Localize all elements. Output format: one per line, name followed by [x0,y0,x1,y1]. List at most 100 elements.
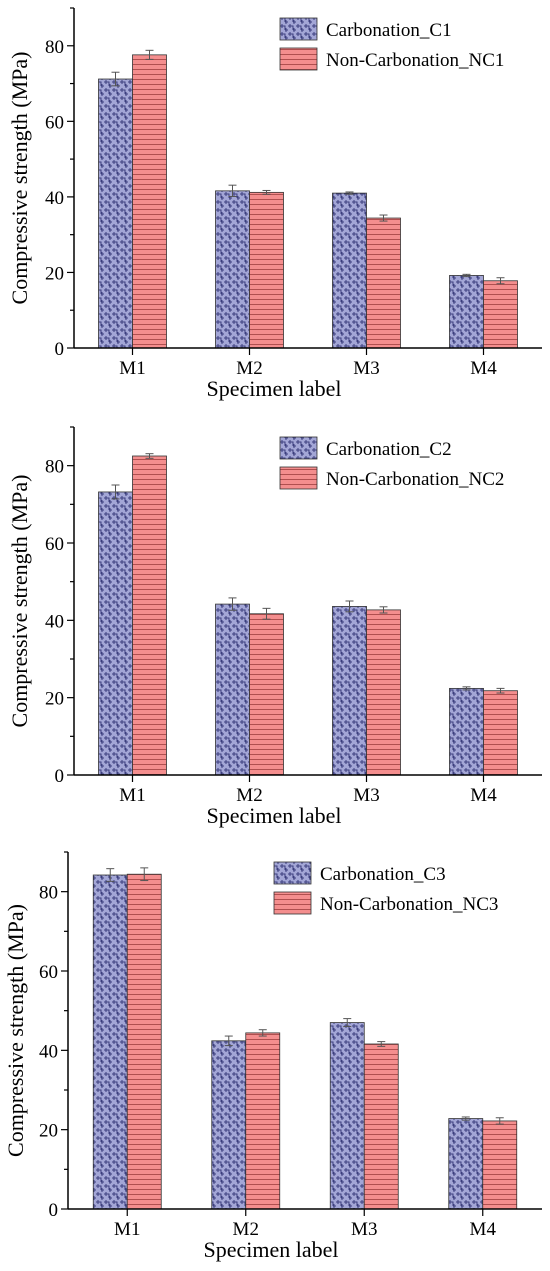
x-tick-label: M3 [351,1219,377,1240]
y-tick-label: 80 [39,883,58,904]
error-bar [379,214,388,222]
legend-swatch [273,861,312,885]
error-bar [379,606,388,614]
y-tick-label: 20 [45,689,64,710]
error-bar [495,1117,504,1125]
bar [92,874,128,1210]
error-bar [343,1018,352,1028]
bar [215,190,250,349]
legend-label: Carbonation_C2 [326,439,452,460]
bar [363,1043,399,1210]
bar [449,687,484,776]
legend: Carbonation_C1 Non-Carbonation_NC1 [279,17,504,71]
x-tick-label: M4 [470,1219,497,1240]
error-bar [145,49,154,60]
error-bar [262,607,271,620]
x-tick-label: M4 [470,358,497,379]
x-tick-label: M1 [119,358,145,379]
legend-label: Non-Carbonation_NC1 [326,50,504,71]
bar [98,78,133,349]
x-axis-title: Specimen label [203,1237,338,1262]
x-tick-label: M3 [353,785,379,806]
x-tick-label: M4 [470,785,497,806]
bar [482,1120,518,1210]
bar [215,603,250,776]
legend: Carbonation_C3 Non-Carbonation_NC3 [273,861,498,915]
bar [332,606,367,776]
y-axis-title: Compressive strength (MPa) [3,904,28,1157]
y-tick-label: 60 [45,112,64,133]
legend-swatch [279,17,318,41]
x-axis-title: Specimen label [206,376,341,401]
y-tick-label: 0 [49,1200,59,1221]
error-bar [496,277,505,285]
x-axis-title: Specimen label [206,803,341,828]
error-bar [462,686,471,691]
bar [366,217,401,349]
x-tick-label: M1 [114,1219,140,1240]
x-tick-label: M2 [233,1219,259,1240]
error-bar [145,453,154,459]
bar [211,1040,247,1210]
x-tick-label: M2 [236,785,262,806]
bar [448,1118,484,1210]
y-tick-label: 40 [39,1041,58,1062]
legend-swatch [279,466,318,490]
bar [366,609,401,776]
y-axis-title: Compressive strength (MPa) [7,52,32,305]
bar [245,1032,281,1210]
legend-label: Carbonation_C3 [320,864,446,885]
y-tick-label: 60 [39,962,58,983]
chart-panel-1: 0 20 40 60 80 M1 M2 M3 M4 Specimen label Compressi… [7,7,542,401]
error-bar [111,484,120,500]
bar [98,491,133,776]
bar [249,191,284,349]
y-tick-label: 60 [45,534,64,555]
error-bar [140,867,149,882]
legend-swatch [279,47,318,71]
legend-swatch [273,891,312,915]
error-bar [345,191,354,195]
y-tick-label: 80 [45,37,64,58]
x-tick-label: M3 [353,358,379,379]
error-bar [228,184,237,198]
error-bar [106,868,115,882]
bar [483,280,518,349]
error-bar [461,1116,470,1121]
error-bar [496,687,505,694]
error-bar [345,600,354,613]
error-bar [462,273,471,278]
bar [126,873,162,1210]
legend-label: Non-Carbonation_NC3 [320,894,498,915]
chart-panel-3: 0 20 40 60 80 M1 M2 M3 M4 Specimen label Compressi… [3,851,542,1262]
legend: Carbonation_C2 Non-Carbonation_NC2 [279,436,504,490]
y-tick-label: 0 [55,766,65,787]
error-bar [111,71,120,87]
bar [132,455,167,776]
legend-label: Non-Carbonation_NC2 [326,469,504,490]
y-tick-label: 40 [45,611,64,632]
y-axis-title: Compressive strength (MPa) [7,475,32,728]
y-tick-label: 20 [39,1121,58,1142]
x-tick-label: M2 [236,358,262,379]
x-tick-label: M1 [119,785,145,806]
chart-panel-2: 0 20 40 60 80 M1 M2 M3 M4 Specimen label Compressi… [7,426,542,828]
error-bar [228,597,237,611]
error-bar [262,189,271,195]
y-tick-label: 80 [45,457,64,478]
bar [332,192,367,349]
bar [329,1022,365,1210]
bar [132,54,167,349]
y-tick-label: 0 [55,339,65,360]
bar [483,690,518,776]
bar [249,613,284,776]
y-tick-label: 40 [45,188,64,209]
legend-label: Carbonation_C1 [326,20,452,41]
error-bar [258,1029,267,1037]
legend-swatch [279,436,318,460]
error-bar [224,1035,233,1047]
bar [449,275,484,349]
error-bar [377,1041,386,1047]
y-tick-label: 20 [45,263,64,284]
